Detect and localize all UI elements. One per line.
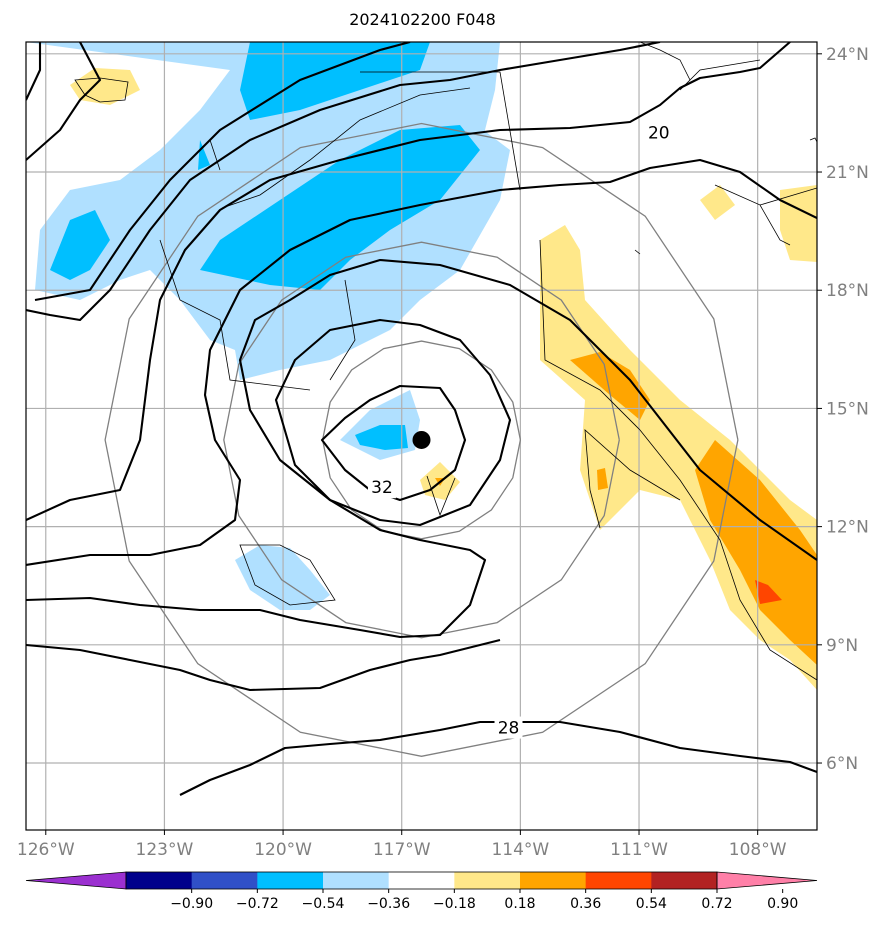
shading-blue xyxy=(50,42,480,450)
gridlines xyxy=(26,42,817,830)
colorbar: −0.90 −0.72 −0.54 −0.36 −0.18 0.18 0.36 0.54 0.7… xyxy=(25,871,818,912)
colorbar-segment xyxy=(191,872,258,889)
x-tick-label: 117°W xyxy=(373,840,431,860)
y-tick-label: 15°N xyxy=(826,399,869,419)
y-tick-label: 9°N xyxy=(826,636,858,656)
shading-orange xyxy=(435,352,817,665)
contour-label-bg xyxy=(367,476,396,499)
colorbar-segment xyxy=(454,872,521,889)
x-tick-label: 126°W xyxy=(17,840,75,860)
shading-red xyxy=(755,580,782,604)
colorbar-tick-label: −0.54 xyxy=(302,896,345,912)
thin-outlines xyxy=(74,42,817,681)
y-tick-label: 6°N xyxy=(826,754,858,774)
colorbar-segment xyxy=(651,872,718,889)
colorbar-segment xyxy=(126,872,193,889)
contour-label: 28 xyxy=(498,719,520,739)
colorbar-segment xyxy=(520,872,587,889)
colorbar-segment xyxy=(257,872,324,889)
colorbar-extend-max xyxy=(716,871,818,890)
contour-labels: 20 32 28 xyxy=(367,121,673,739)
colorbar-tick-label: −0.90 xyxy=(170,896,213,912)
chart-title: 2024102200 F048 xyxy=(349,10,496,29)
y-tick-label: 12°N xyxy=(826,518,869,538)
range-ring xyxy=(104,122,739,757)
contour-label: 32 xyxy=(371,478,393,498)
y-axis-ticks: 24°N 21°N 18°N 15°N 12°N 9°N 6°N xyxy=(817,45,869,774)
contour-lines xyxy=(26,42,817,796)
x-tick-label: 123°W xyxy=(136,840,194,860)
contour-label-bg xyxy=(494,716,523,739)
contour-label: 20 xyxy=(648,124,670,144)
map-frame xyxy=(25,41,818,831)
colorbar-tick-label: 0.72 xyxy=(701,896,732,912)
colorbar-extend-min xyxy=(25,871,127,890)
colorbar-tick-label: −0.72 xyxy=(236,896,279,912)
colorbar-tick-label: −0.36 xyxy=(367,896,410,912)
y-tick-label: 18°N xyxy=(826,281,869,301)
colorbar-frame xyxy=(125,871,718,890)
x-axis-ticks: 126°W 123°W 120°W 117°W 114°W 111°W 108°W xyxy=(17,830,787,860)
range-ring xyxy=(223,241,620,639)
x-tick-label: 108°W xyxy=(729,840,787,860)
colorbar-tick-label: 0.54 xyxy=(636,896,667,912)
colorbar-segment xyxy=(388,872,455,889)
y-tick-label: 21°N xyxy=(826,163,869,183)
storm-center-marker xyxy=(412,430,431,449)
colorbar-tick-label: −0.18 xyxy=(433,896,476,912)
contour-label-bg xyxy=(644,121,673,144)
colorbar-tick-label: 0.90 xyxy=(767,896,798,912)
colorbar-tick-label: 0.18 xyxy=(504,896,535,912)
x-tick-label: 114°W xyxy=(491,840,549,860)
map-content: 20 32 28 xyxy=(26,42,817,830)
y-tick-label: 24°N xyxy=(826,45,869,65)
colorbar-segment xyxy=(323,872,390,889)
x-tick-label: 111°W xyxy=(610,840,668,860)
colorbar-segment xyxy=(585,872,652,889)
x-tick-label: 120°W xyxy=(254,840,312,860)
colorbar-tick-label: 0.36 xyxy=(570,896,601,912)
